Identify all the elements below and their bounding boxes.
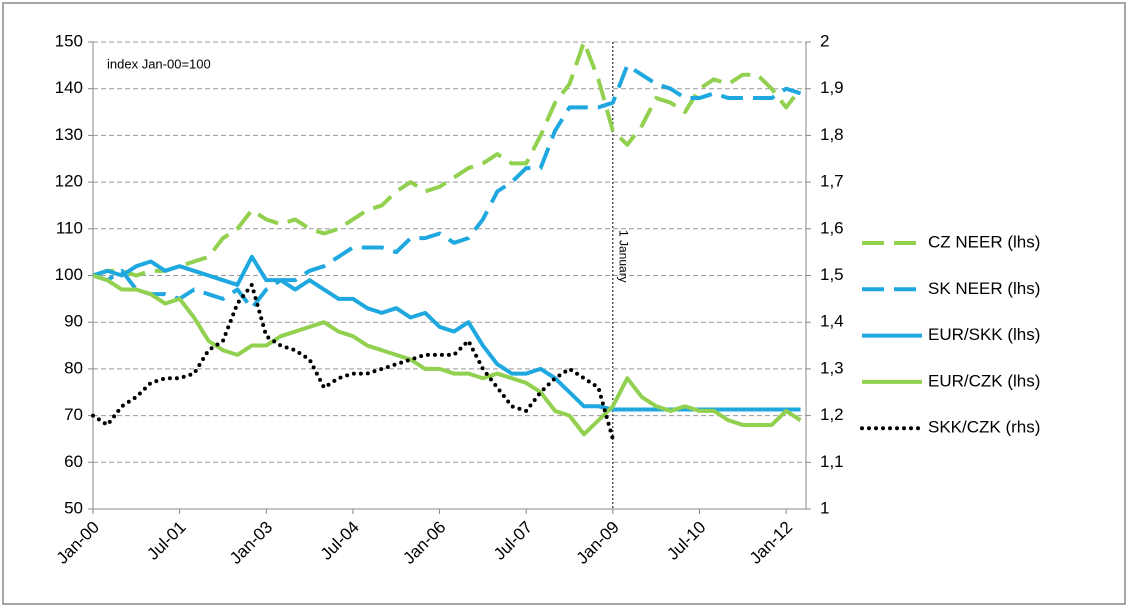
y2-tick-label: 1,5 xyxy=(820,265,844,284)
y2-tick-label: 1,3 xyxy=(820,358,844,377)
series-line xyxy=(92,63,802,311)
y-tick-label: 110 xyxy=(56,218,83,237)
y2-tick-label: 1,8 xyxy=(820,125,844,144)
y2-tick-label: 1,7 xyxy=(820,172,844,191)
legend-label: EUR/SKK (lhs) xyxy=(928,325,1040,344)
y2-tick-label: 1,9 xyxy=(820,78,844,97)
y-tick-label: 150 xyxy=(55,31,83,50)
series-line xyxy=(91,282,615,441)
y2-tick-label: 1,4 xyxy=(820,312,844,331)
legend-label: SK NEER (lhs) xyxy=(928,279,1040,298)
series-line xyxy=(92,254,801,412)
y-tick-label: 60 xyxy=(64,452,83,471)
y-tick-label: 140 xyxy=(55,78,83,97)
y2-tick-label: 1,1 xyxy=(820,452,844,471)
legend-label: SKK/CZK (rhs) xyxy=(928,418,1040,437)
y-tick-label: 90 xyxy=(64,312,83,331)
legend-label: CZ NEER (lhs) xyxy=(928,232,1040,251)
y-tick-label: 80 xyxy=(64,358,83,377)
y-tick-label: 130 xyxy=(55,125,83,144)
y-tick-label: 120 xyxy=(55,172,83,191)
y2-tick-label: 1 xyxy=(820,498,829,517)
y2-tick-label: 1,6 xyxy=(820,218,844,237)
y2-tick-label: 2 xyxy=(820,31,829,50)
y-tick-label: 70 xyxy=(64,405,83,424)
chart-frame xyxy=(2,2,1126,605)
event-label: 1 January xyxy=(617,230,631,283)
series-line xyxy=(92,273,802,437)
y-tick-label: 50 xyxy=(64,498,83,517)
y-tick-label: 100 xyxy=(55,265,83,284)
legend-label: EUR/CZK (lhs) xyxy=(928,371,1040,390)
y2-tick-label: 1,2 xyxy=(820,405,844,424)
annotation: index Jan-00=100 xyxy=(107,56,211,71)
